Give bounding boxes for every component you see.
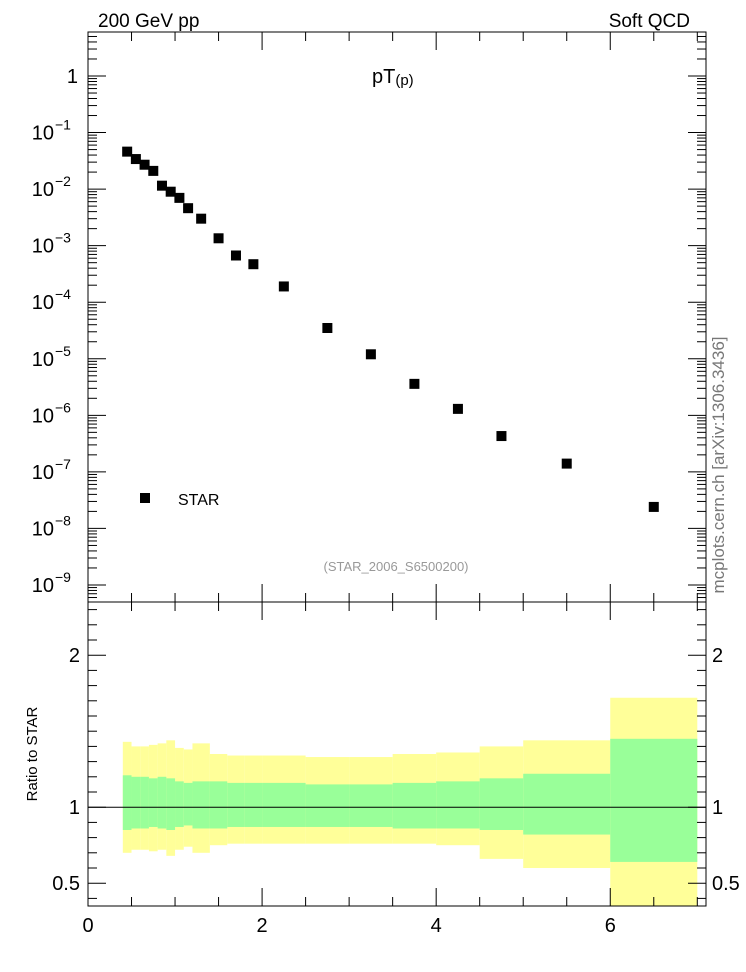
data-point [122,146,133,157]
data-point [183,203,194,214]
data-point [213,233,224,244]
main-plot-frame [87,31,707,603]
data-point [230,250,241,261]
y-tick-exponent: −8 [55,512,71,528]
green-band-bin [192,781,210,829]
green-band-bin [349,784,393,827]
data-point [648,501,659,512]
side-label: mcplots.cern.ch [arXiv:1306.3436] [709,336,728,593]
data-point [174,192,185,203]
green-band-bin [436,781,480,829]
x-tick-label: 4 [431,915,442,937]
green-band-bin [122,775,132,830]
green-band-bin [183,782,193,826]
green-band-bin [166,778,176,830]
data-point [409,378,420,389]
green-band-bin [610,738,698,862]
x-tick-label: 0 [82,915,93,937]
data-point [452,403,463,414]
header-right: Soft QCD [609,11,690,32]
analysis-watermark: (STAR_2006_S6500200) [323,559,468,574]
ratio-y-tick-label-right: 0.5 [712,873,740,895]
legend-label: STAR [178,492,219,509]
y-tick-exponent: −1 [55,117,71,133]
data-point [365,349,376,360]
y-tick-label: 10 [32,349,54,371]
y-tick-label: 10 [32,405,54,427]
green-band-bin [227,782,245,827]
data-point [165,186,176,197]
main-plot-ticks [87,31,706,603]
y-tick-exponent: −4 [55,286,71,302]
green-band-bin [305,784,350,827]
data-point [156,180,167,191]
y-tick-label: 10 [32,236,54,258]
green-band-bin [262,782,306,827]
ratio-y-tick-label-right: 2 [712,645,723,667]
data-point [322,322,333,333]
data-point [196,213,207,224]
data-point [278,281,289,292]
ratio-ticks [87,602,706,906]
y-tick-exponent: −7 [55,456,71,472]
data-point [130,154,141,165]
y-tick-label: 10 [32,292,54,314]
y-tick-exponent: −3 [55,230,71,246]
data-point [148,165,159,176]
header-left: 200 GeV pp [98,11,199,32]
green-band-bin [392,782,437,829]
y-tick-label: 10 [32,575,54,597]
data-point [496,431,507,442]
ratio-panel: 0.5 0.5 1 1 2 2 0 2 4 6 Ratio to STAR [24,601,740,937]
y-tick-exponent: −6 [55,399,71,415]
green-band-bin [175,781,184,827]
green-band-bin [209,781,228,829]
ratio-y-tick-label-right: 1 [712,797,723,819]
y-tick-exponent: −9 [55,569,71,585]
ratio-bands [122,697,698,906]
y-tick-label: 10 [32,179,54,201]
y-tick-exponent: −5 [55,343,71,359]
ratio-y-tick-label-left: 2 [69,645,80,667]
x-tick-label: 2 [257,915,268,937]
y-tick-exponent: −2 [55,173,71,189]
ratio-y-tick-label-left: 0.5 [52,873,80,895]
star-data-points [122,146,659,512]
y-tick-label: 1 [67,66,78,88]
main-plot-y-tick-labels: 110−110−210−310−410−510−610−710−810−9 [32,66,78,597]
ratio-y-axis-label: Ratio to STAR [24,706,41,801]
x-tick-label: 6 [605,915,616,937]
green-band-bin [140,776,149,829]
green-band-bin [131,776,141,829]
data-point [139,159,150,170]
ratio-y-tick-label-left: 1 [69,797,80,819]
green-band-bin [148,778,158,827]
green-band-bin [523,773,611,835]
y-tick-label: 10 [32,518,54,540]
y-tick-label: 10 [32,123,54,145]
green-band-bin [479,778,524,830]
data-point [248,259,259,270]
data-point [561,458,572,469]
ratio-panel-frame [87,601,707,907]
green-band-bin [157,776,167,829]
main-plot-panel: 110−110−210−310−410−510−610−710−810−9 pT… [32,31,707,603]
plot-title: pT(p) [372,66,414,89]
legend-marker [140,493,150,503]
y-tick-label: 10 [32,462,54,484]
ratio-tick-labels: 0.5 0.5 1 1 2 2 0 2 4 6 [52,645,740,937]
green-band-bin [244,782,263,827]
